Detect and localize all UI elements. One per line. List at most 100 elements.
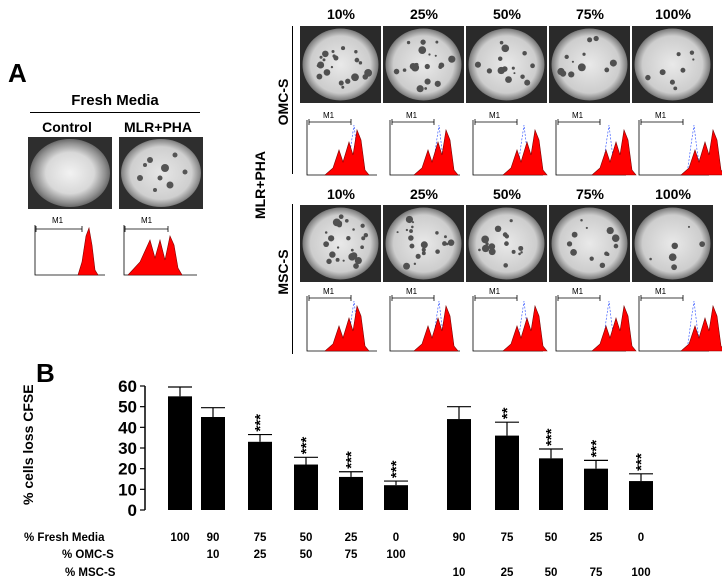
table-cell: 75 (589, 567, 603, 579)
omc-well-5 (632, 26, 713, 103)
significance-label: ** (499, 407, 516, 419)
omc-well-3 (466, 26, 547, 103)
table-cell: 50 (544, 567, 558, 579)
bar (495, 435, 519, 510)
bar (584, 468, 608, 510)
significance-label: *** (343, 451, 360, 469)
msc-pct-75: 75% (575, 186, 605, 202)
bar (447, 419, 471, 510)
omc-gate-label-2: M1 (406, 111, 418, 120)
table-cell: 25 (344, 532, 358, 544)
control-header: Control (42, 119, 92, 135)
table-cell: 25 (589, 532, 603, 544)
msc-histogram-2 (389, 295, 460, 352)
msc-bracket-line (292, 204, 293, 354)
msc-histogram-5 (638, 295, 722, 352)
bar (339, 476, 363, 510)
table-cell: 100 (631, 567, 651, 579)
significance-label: *** (298, 437, 315, 455)
table-cell: 90 (206, 532, 220, 544)
msc-pct-10: 10% (326, 186, 356, 202)
mlr-pha-gate-label: M1 (141, 216, 153, 225)
msc-pct-25: 25% (409, 186, 439, 202)
table-cell: 10 (452, 567, 466, 579)
table-cell: 50 (299, 532, 313, 544)
y-tick-label: 20 (118, 460, 137, 479)
omc-gate-label-1: M1 (323, 111, 335, 120)
panel-a-label: A (8, 58, 27, 88)
bar (539, 458, 563, 510)
y-tick-label: 60 (118, 377, 137, 396)
row-label-fresh-media: % Fresh Media (24, 532, 105, 544)
y-tick-label: 0 (128, 501, 137, 520)
omc-histogram-4 (555, 119, 637, 176)
bar (201, 417, 225, 510)
table-cell: 10 (206, 549, 220, 561)
table-cell: 0 (392, 532, 400, 544)
bar (168, 396, 192, 510)
msc-histogram-4 (555, 295, 637, 352)
control-histogram (34, 225, 105, 276)
omc-bracket-line (292, 26, 293, 174)
msc-gate-label-3: M1 (489, 287, 501, 296)
significance-label: *** (543, 428, 560, 446)
msc-gate-label-2: M1 (406, 287, 418, 296)
table-cell: 90 (452, 532, 466, 544)
control-gate-label: M1 (52, 216, 64, 225)
row-label-omc: % OMC-S (62, 549, 114, 561)
omc-pct-25: 25% (409, 6, 439, 22)
msc-gate-label-4: M1 (572, 287, 584, 296)
omc-well-1 (300, 26, 381, 103)
table-cell: 50 (299, 549, 313, 561)
y-tick-label: 40 (118, 418, 137, 437)
omc-pct-100: 100% (655, 6, 691, 22)
control-well-image (28, 137, 112, 209)
bar (294, 464, 318, 510)
table-cell: 100 (386, 549, 406, 561)
msc-well-5 (632, 205, 713, 282)
table-cell: 25 (253, 549, 267, 561)
msc-gate-label-5: M1 (655, 287, 667, 296)
table-cell: 25 (500, 567, 514, 579)
significance-label: *** (388, 460, 405, 478)
table-cell: 75 (344, 549, 358, 561)
y-tick-label: 10 (118, 480, 137, 499)
row-label-msc: % MSC-S (65, 567, 116, 579)
omc-pct-50: 50% (492, 6, 522, 22)
msc-well-2 (383, 205, 464, 282)
significance-label: *** (633, 453, 650, 471)
mlr-pha-header: MLR+PHA (123, 119, 193, 135)
msc-gate-label-1: M1 (323, 287, 335, 296)
omc-histogram-1 (306, 119, 377, 176)
msc-well-1 (300, 205, 381, 282)
msc-well-4 (549, 205, 630, 282)
table-cell: 50 (544, 532, 558, 544)
table-cell: 75 (253, 532, 267, 544)
msc-histogram-1 (306, 295, 377, 352)
panel-b-label: B (36, 358, 55, 388)
fresh-media-header: Fresh Media (71, 92, 159, 109)
omc-histogram-2 (389, 119, 460, 176)
omc-gate-label-4: M1 (572, 111, 584, 120)
msc-histogram-3 (472, 295, 548, 352)
significance-label: *** (252, 414, 269, 432)
msc-pct-100: 100% (655, 186, 691, 202)
mlr-pha-histogram (123, 225, 197, 276)
omc-well-2 (383, 26, 464, 103)
msc-pct-50: 50% (492, 186, 522, 202)
msc-well-3 (466, 205, 547, 282)
omc-gate-label-3: M1 (489, 111, 501, 120)
omc-pct-10: 10% (326, 6, 356, 22)
table-cell: 0 (637, 532, 645, 544)
omc-gate-label-5: M1 (655, 111, 667, 120)
bar (248, 441, 272, 510)
significance-label: *** (588, 440, 605, 458)
omc-well-4 (549, 26, 630, 103)
mlr-pha-well-image (119, 137, 203, 209)
fresh-media-underline (30, 112, 200, 113)
y-tick-label: 50 (118, 398, 137, 417)
table-cell: 75 (500, 532, 514, 544)
